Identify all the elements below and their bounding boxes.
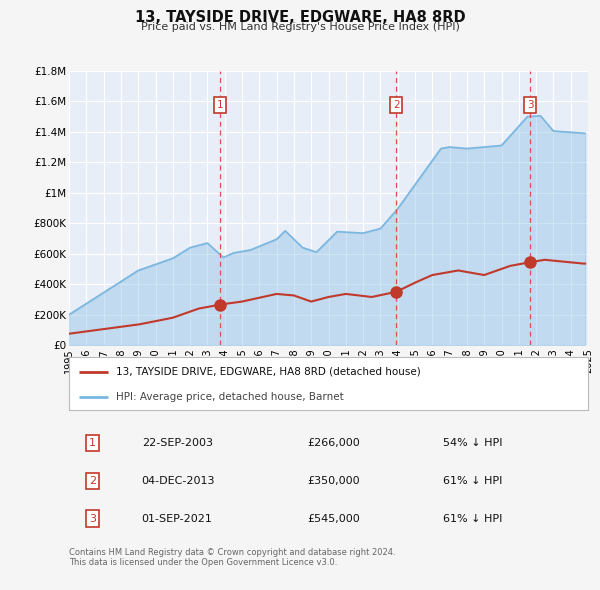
Text: 54% ↓ HPI: 54% ↓ HPI <box>443 438 502 448</box>
Text: 61% ↓ HPI: 61% ↓ HPI <box>443 514 502 523</box>
Text: £266,000: £266,000 <box>308 438 361 448</box>
Text: 13, TAYSIDE DRIVE, EDGWARE, HA8 8RD (detached house): 13, TAYSIDE DRIVE, EDGWARE, HA8 8RD (det… <box>116 367 421 377</box>
Text: £350,000: £350,000 <box>308 476 361 486</box>
Text: 1: 1 <box>217 100 223 110</box>
Text: Contains HM Land Registry data © Crown copyright and database right 2024.
This d: Contains HM Land Registry data © Crown c… <box>69 548 395 568</box>
Text: 2: 2 <box>393 100 400 110</box>
Text: 01-SEP-2021: 01-SEP-2021 <box>142 514 212 523</box>
Text: £545,000: £545,000 <box>308 514 361 523</box>
Text: 3: 3 <box>89 514 96 523</box>
Text: 3: 3 <box>527 100 534 110</box>
Text: 13, TAYSIDE DRIVE, EDGWARE, HA8 8RD: 13, TAYSIDE DRIVE, EDGWARE, HA8 8RD <box>134 10 466 25</box>
Text: 1: 1 <box>89 438 96 448</box>
Text: 2: 2 <box>89 476 96 486</box>
Text: HPI: Average price, detached house, Barnet: HPI: Average price, detached house, Barn… <box>116 392 343 402</box>
Text: 04-DEC-2013: 04-DEC-2013 <box>142 476 215 486</box>
Text: 61% ↓ HPI: 61% ↓ HPI <box>443 476 502 486</box>
Text: 22-SEP-2003: 22-SEP-2003 <box>142 438 212 448</box>
Text: Price paid vs. HM Land Registry's House Price Index (HPI): Price paid vs. HM Land Registry's House … <box>140 22 460 32</box>
